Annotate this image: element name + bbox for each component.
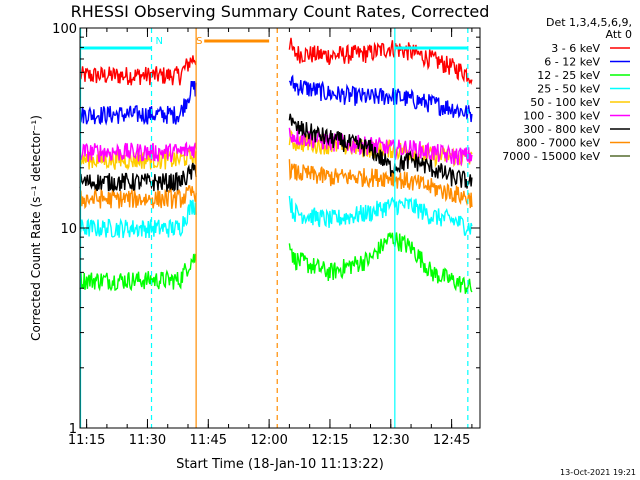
series-line-0: [79, 37, 473, 86]
y-axis-label: Corrected Count Rate (s⁻¹ detector⁻¹): [29, 115, 43, 341]
x-tick-label: 12:00: [250, 433, 287, 448]
marker-label: S: [196, 36, 202, 47]
x-tick-label: 11:30: [129, 433, 166, 448]
x-tick-label: 11:15: [68, 433, 105, 448]
series-layer: [79, 37, 473, 294]
series-line-7: [79, 159, 473, 210]
legend-label: 6 - 12 keV: [544, 56, 600, 69]
x-tick-label: 12:30: [372, 433, 409, 448]
x-tick-label: 11:45: [190, 433, 227, 448]
series-line-6: [79, 113, 473, 194]
y-tick-label: 1: [69, 422, 77, 437]
series-line-1: [79, 74, 473, 126]
legend-label: 300 - 800 keV: [523, 123, 600, 136]
y-tick-label: 100: [52, 22, 77, 37]
series-line-3: [79, 195, 473, 239]
legend-label: 800 - 7000 keV: [516, 137, 600, 150]
timestamp: 13-Oct-2021 19:21: [560, 468, 636, 477]
legend-header-2: Att 0: [606, 28, 632, 41]
x-tick-label: 12:45: [433, 433, 470, 448]
chart-title: RHESSI Observing Summary Count Rates, Co…: [71, 2, 490, 21]
legend-label: 25 - 50 keV: [537, 83, 600, 96]
series-line-2: [79, 232, 473, 294]
legend-label: 100 - 300 keV: [523, 110, 600, 123]
legend-label: 7000 - 15000 keV: [502, 150, 600, 163]
legend-label: 50 - 100 keV: [530, 96, 600, 109]
marker-label: N: [156, 36, 163, 47]
legend-label: 12 - 25 keV: [537, 69, 600, 82]
axis-layer: 11:15 11:30 11:45 12:00 12:15 12:30 12:45 1 10 10…: [52, 22, 480, 448]
y-tick-label: 10: [60, 222, 77, 237]
x-axis-label: Start Time (18-Jan-10 11:13:22): [176, 457, 384, 472]
legend-header-1: Det 1,3,4,5,6,9,: [546, 16, 632, 29]
legend-label: 3 - 6 keV: [551, 42, 600, 55]
x-tick-label: 12:15: [311, 433, 348, 448]
band-layer: [80, 39, 468, 50]
